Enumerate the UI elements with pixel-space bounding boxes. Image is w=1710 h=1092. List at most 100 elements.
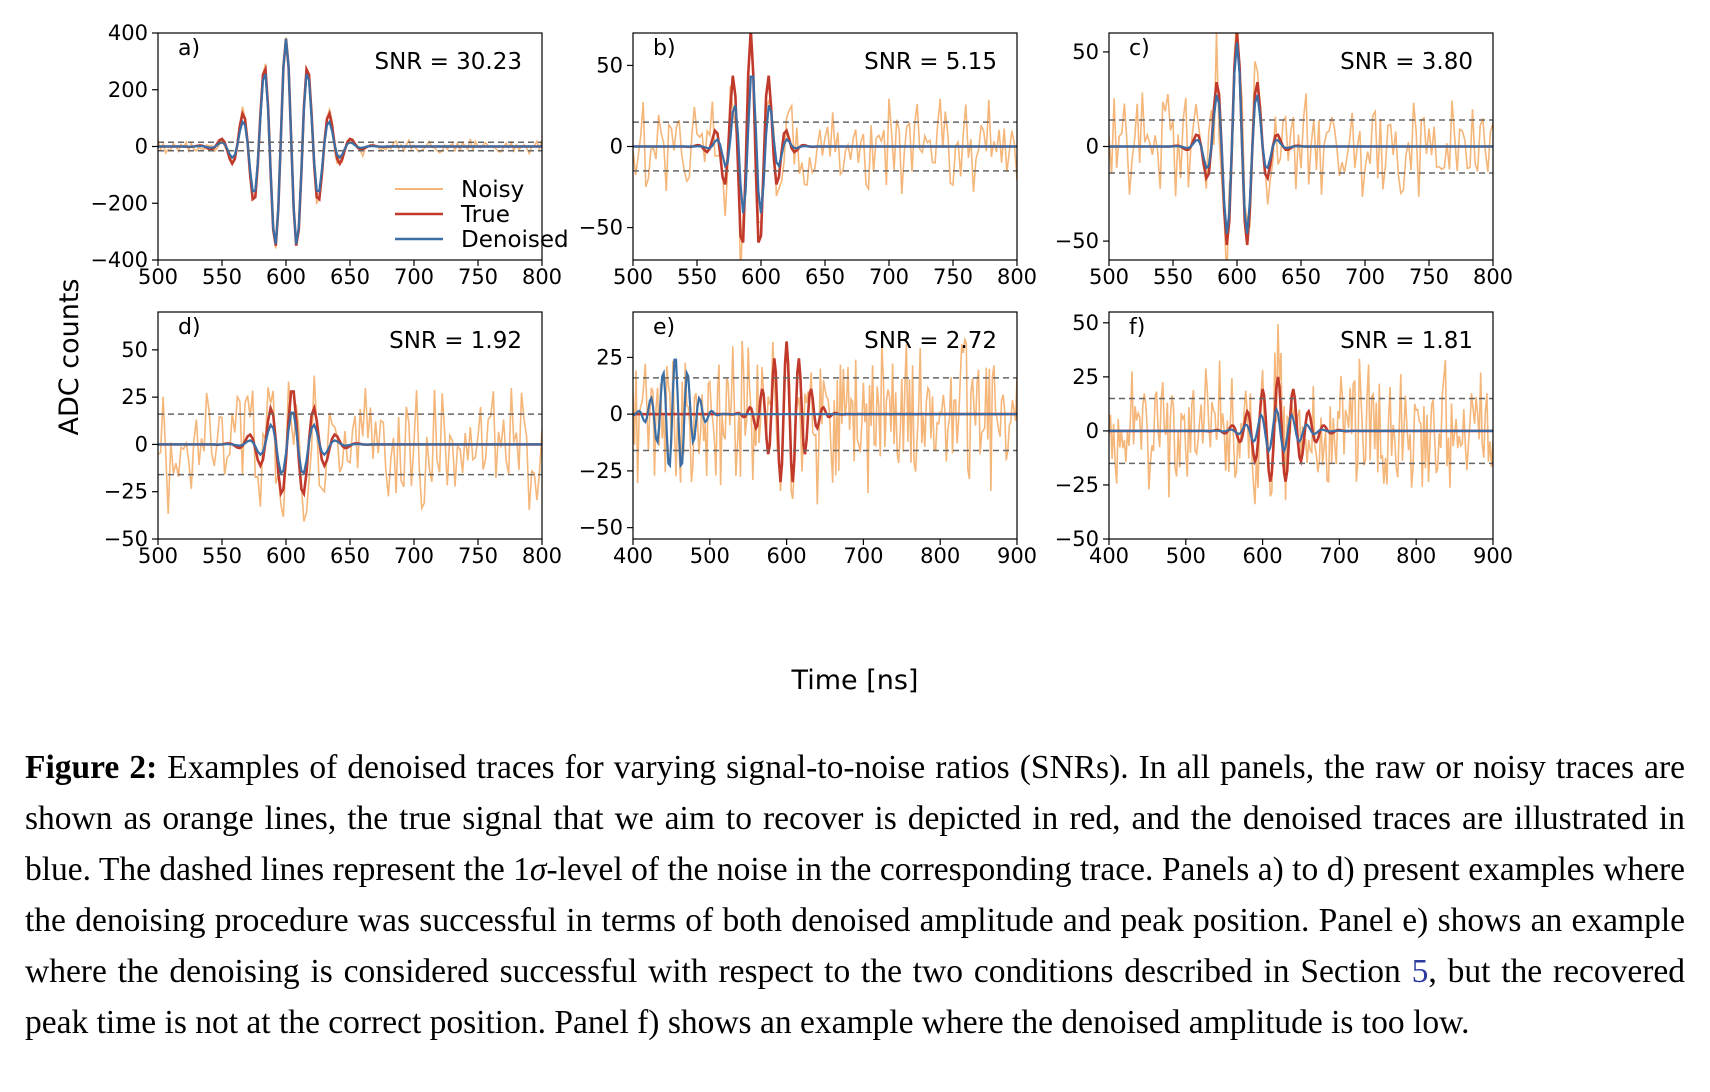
- y-tick-label: 50: [1072, 40, 1099, 64]
- panel-label: e): [653, 315, 675, 340]
- x-tick-label: 900: [997, 544, 1037, 568]
- x-tick-label: 650: [330, 544, 370, 568]
- x-tick-label: 600: [1217, 265, 1257, 289]
- x-tick-label: 600: [1243, 544, 1283, 568]
- x-tick-label: 800: [997, 265, 1037, 289]
- y-tick-label: 0: [135, 432, 148, 456]
- noisy-trace: [633, 33, 1017, 260]
- legend-item-true: True: [395, 202, 510, 228]
- figure-caption: Figure 2: Examples of denoised traces fo…: [25, 742, 1685, 1048]
- denoised-trace: [1109, 42, 1493, 234]
- y-tick-label: 50: [596, 53, 623, 77]
- caption-text-3: , but the recovered peak time is not at …: [25, 953, 1685, 1041]
- panel-d: 500 550 600 650 700 750 800 −50 −25 0 25 50 d) SNR = …: [104, 311, 562, 568]
- plot-frame: [632, 311, 1018, 540]
- x-tick-label: 650: [330, 265, 370, 289]
- x-tick-label: 550: [677, 265, 717, 289]
- x-tick-label: 800: [1396, 544, 1436, 568]
- y-tick-label: 0: [610, 135, 623, 159]
- panel-label: b): [653, 36, 676, 61]
- panel-f: 400 500 600 700 800 900 −50 −25 0 25 50 f) SNR = 1.8…: [1055, 311, 1513, 568]
- x-tick-label: 700: [869, 265, 909, 289]
- y-tick-label: −50: [1055, 527, 1099, 551]
- x-tick-label: 800: [522, 544, 562, 568]
- x-tick-label: 600: [741, 265, 781, 289]
- y-tick-label: 400: [108, 21, 148, 45]
- panel-c: 500 550 600 650 700 750 800 −50 0 50 c) SNR = 3.80: [1055, 32, 1513, 289]
- caption-figure-label: Figure 2:: [25, 749, 158, 786]
- x-tick-label: 750: [933, 265, 973, 289]
- x-tick-label: 600: [266, 544, 306, 568]
- x-tick-label: 700: [843, 544, 883, 568]
- x-tick-label: 750: [458, 544, 498, 568]
- x-tick-label: 800: [1473, 265, 1513, 289]
- noisy-trace: [158, 375, 542, 522]
- denoised-trace: [1109, 406, 1493, 454]
- x-tick-label: 550: [202, 544, 242, 568]
- x-tick-label: 800: [522, 265, 562, 289]
- x-tick-label: 700: [394, 265, 434, 289]
- y-tick-label: 200: [108, 78, 148, 102]
- x-tick-label: 700: [394, 544, 434, 568]
- caption-text-1: Examples of denoised traces for varying …: [25, 749, 1685, 888]
- legend-label: Noisy: [461, 177, 524, 203]
- snr-label: SNR = 5.15: [864, 49, 997, 75]
- x-tick-label: 700: [1319, 544, 1359, 568]
- x-tick-label: 600: [266, 265, 306, 289]
- x-tick-label: 650: [805, 265, 845, 289]
- x-tick-label: 750: [1409, 265, 1449, 289]
- x-tick-label: 500: [613, 265, 653, 289]
- panel-label: a): [178, 36, 200, 61]
- legend-label: Denoised: [461, 227, 569, 253]
- panel-e: 400 500 600 700 800 900 −50 −25 0 25 e) SNR = 2.72: [579, 311, 1037, 568]
- section-reference-link[interactable]: 5: [1411, 953, 1429, 990]
- panel-b: 500 550 600 650 700 750 800 −50 0 50 b) SNR = 5.15: [579, 32, 1037, 289]
- snr-label: SNR = 2.72: [864, 328, 997, 354]
- x-tick-label: 600: [767, 544, 807, 568]
- panel-label: f): [1129, 315, 1145, 340]
- panel-label: d): [178, 315, 201, 340]
- legend-item-noisy: Noisy: [395, 177, 524, 203]
- y-tick-label: 25: [121, 385, 148, 409]
- y-tick-label: −50: [1055, 229, 1099, 253]
- x-axis-label: Time [ns]: [791, 665, 919, 696]
- snr-label: SNR = 1.81: [1340, 328, 1473, 354]
- y-tick-label: −25: [579, 459, 623, 483]
- denoised-trace: [158, 411, 542, 476]
- panel-grid: 500 550 600 650 700 750 800−400−2000200400a)SN…: [90, 21, 1513, 568]
- y-tick-label: −50: [104, 527, 148, 551]
- x-tick-label: 550: [202, 265, 242, 289]
- x-tick-label: 400: [613, 544, 653, 568]
- snr-label: SNR = 3.80: [1340, 49, 1473, 75]
- x-tick-label: 900: [1473, 544, 1513, 568]
- y-tick-label: 50: [121, 338, 148, 362]
- y-tick-label: −50: [579, 516, 623, 540]
- x-tick-label: 500: [138, 544, 178, 568]
- x-tick-label: 500: [690, 544, 730, 568]
- y-tick-label: 0: [610, 402, 623, 426]
- y-tick-label: 0: [1086, 135, 1099, 159]
- legend-item-denoised: Denoised: [395, 227, 569, 253]
- y-tick-label: 25: [596, 345, 623, 369]
- true-trace: [158, 390, 542, 498]
- x-tick-label: 400: [1089, 544, 1129, 568]
- panel-a: 500 550 600 650 700 750 800 −400 −200 0 200 400 a) SN…: [90, 21, 562, 289]
- y-tick-label: −25: [1055, 473, 1099, 497]
- x-tick-label: 700: [1345, 265, 1385, 289]
- caption-text-2: -level of the noise in the corresponding…: [25, 851, 1685, 990]
- snr-label: SNR = 30.23: [374, 49, 522, 75]
- y-tick-label: −25: [104, 480, 148, 504]
- x-tick-label: 750: [458, 265, 498, 289]
- legend-label: True: [460, 202, 510, 228]
- denoised-trace: [633, 75, 1017, 214]
- y-tick-label: −400: [90, 248, 148, 272]
- snr-label: SNR = 1.92: [389, 328, 522, 354]
- y-axis-label: ADC counts: [54, 279, 85, 436]
- panel-label: c): [1129, 36, 1150, 61]
- denoised-trace: [633, 358, 1017, 469]
- x-tick-label: 650: [1281, 265, 1321, 289]
- x-tick-label: 500: [138, 265, 178, 289]
- x-tick-label: 500: [1089, 265, 1129, 289]
- y-tick-label: −50: [579, 216, 623, 240]
